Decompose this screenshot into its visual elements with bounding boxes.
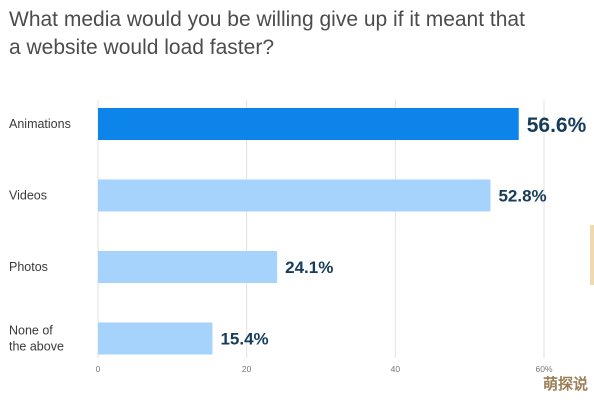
chart-title: What media would you be willing give up … — [9, 6, 579, 62]
value-label-3: 15.4% — [220, 330, 268, 349]
chart-title-line-2: a website would load faster? — [9, 36, 274, 59]
watermark-text: 萌探说 — [542, 375, 588, 393]
tick-label-2: 40 — [391, 364, 401, 374]
category-label-2: Photos — [9, 260, 48, 274]
chart-title-line-1: What media would you be willing give up … — [9, 8, 525, 31]
category-label-0: Animations — [9, 117, 71, 131]
value-label-0: 56.6% — [527, 114, 587, 137]
tick-label-3: 60% — [535, 364, 552, 374]
category-label-3: None of the above — [9, 324, 64, 354]
value-label-2: 24.1% — [285, 258, 333, 277]
bar-2 — [98, 251, 278, 283]
bar-3 — [98, 322, 213, 355]
bar-0 — [98, 108, 519, 140]
category-label-1: Videos — [9, 189, 47, 203]
value-label-1: 52.8% — [498, 187, 546, 206]
edge-decoration — [590, 225, 594, 285]
tick-label-0: 0 — [96, 364, 101, 374]
tick-label-1: 20 — [242, 364, 252, 374]
bar-1 — [98, 179, 491, 212]
